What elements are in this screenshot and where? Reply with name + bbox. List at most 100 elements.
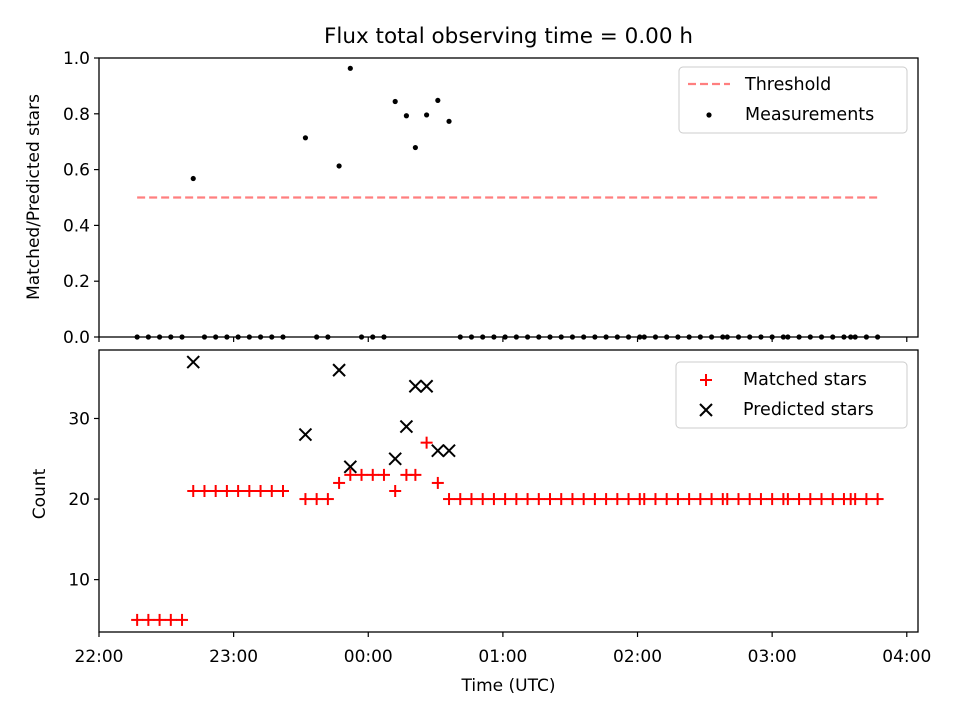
bottom-y-tick: 20 (68, 490, 99, 510)
matched-star-point (310, 493, 323, 506)
matched-star-point (732, 493, 745, 506)
matched-star-point (705, 493, 718, 506)
matched-star-point (793, 493, 806, 506)
matched-star-point (754, 493, 767, 506)
matched-star-point (465, 493, 478, 506)
bottom-y-tick-label: 20 (68, 490, 90, 510)
predicted-star-point (343, 460, 358, 474)
matched-star-point (131, 613, 144, 626)
matched-star-point (321, 493, 334, 506)
bottom-y-axis-label: Count (30, 468, 50, 519)
x-tick: 23:00 (209, 632, 258, 667)
matched-star-point (871, 493, 884, 506)
matched-star-point (164, 613, 177, 626)
bottom-y-tick: 10 (68, 571, 99, 591)
x-tick-label: 02:00 (613, 647, 662, 667)
predicted-star-point (408, 379, 423, 393)
legend-measurements-swatch (706, 112, 712, 118)
measurement-point (302, 135, 309, 141)
matched-star-point (694, 493, 707, 506)
matched-star-point (588, 493, 601, 506)
matched-star-point (487, 493, 500, 506)
top-y-tick: 0.6 (63, 161, 99, 181)
matched-star-point (555, 493, 568, 506)
matched-star-point (804, 493, 817, 506)
matched-star-point (815, 493, 828, 506)
predicted-star-point (442, 444, 456, 458)
x-tick: 04:00 (882, 632, 931, 667)
matched-star-point (333, 476, 346, 489)
legend-predicted-label: Predicted stars (743, 400, 874, 420)
x-tick-label: 03:00 (748, 647, 797, 667)
matched-star-point (243, 485, 256, 497)
top-y-tick-label: 0.4 (63, 216, 90, 236)
matched-star-point (389, 485, 402, 497)
matched-star-point (420, 436, 433, 449)
top-x-axis (98, 337, 908, 342)
predicted-star-point (332, 363, 346, 377)
measurement-point (446, 118, 452, 124)
top-y-tick-label: 1.0 (63, 49, 90, 69)
bottom-axes-frame (98, 349, 919, 633)
legend-predicted-swatch (699, 403, 713, 417)
top-legend-box (678, 66, 908, 134)
top-y-tick: 1.0 (63, 49, 99, 69)
bottom-y-tick-label: 30 (68, 409, 90, 429)
predicted-star-point (298, 427, 313, 442)
matched-star-point (721, 493, 734, 506)
matched-star-point (265, 485, 278, 497)
bottom-y-axis: 10 20 30 (68, 409, 99, 591)
top-y-tick-label: 0.2 (63, 272, 90, 292)
bottom-y-tick: 30 (68, 409, 99, 429)
matched-star-point (153, 613, 166, 626)
measurement-point (403, 113, 410, 119)
measurement-point (190, 175, 196, 182)
matched-star-point (209, 485, 222, 497)
predicted-star-point (419, 379, 434, 393)
matched-star-point (443, 493, 456, 506)
matched-star-point (577, 493, 590, 506)
matched-star-point (344, 468, 357, 481)
bottom-x-axis: 22:00 23:00 00:00 01:00 02:00 03:00 04:00 (75, 632, 931, 667)
matched-star-point (826, 493, 839, 506)
matched-star-point (176, 613, 189, 626)
top-y-tick: 0.0 (63, 328, 99, 348)
legend-matched-swatch (700, 374, 712, 386)
matched-star-point (638, 493, 651, 506)
x-tick-label: 23:00 (209, 647, 258, 667)
matched-star-point (766, 493, 779, 506)
matched-star-point (454, 493, 467, 506)
x-axis-label: Time (UTC) (461, 676, 556, 696)
top-y-axis: 0.0 0.2 0.4 0.6 0.8 1.0 (63, 49, 99, 348)
legend-threshold-label: Threshold (744, 75, 831, 95)
matched-star-point (299, 493, 312, 506)
matched-star-point (409, 468, 422, 481)
measurement-point (336, 163, 342, 169)
matched-star-point (499, 493, 512, 506)
matched-star-point (377, 468, 390, 481)
measurement-point (412, 144, 418, 151)
bottom-y-tick-label: 10 (68, 571, 90, 591)
top-y-tick: 0.2 (63, 272, 99, 292)
matched-star-point (781, 493, 794, 506)
matched-star-point (849, 493, 862, 506)
matched-star-point (198, 485, 211, 497)
top-axes-frame (98, 57, 919, 338)
legend-measurements-label: Measurements (745, 105, 874, 125)
top-y-axis-label: Matched/Predicted stars (24, 94, 44, 300)
matched-star-point (276, 485, 289, 497)
chart-title: Flux total observing time = 0.00 h (324, 24, 693, 49)
matched-star-point (622, 493, 635, 506)
x-tick-label: 00:00 (344, 647, 393, 667)
matched-star-point (649, 493, 662, 506)
count-panel: Count 10 20 30 22:00 23:00 00:00 01:00 02:00 03… (30, 349, 931, 696)
matched-star-point (611, 493, 624, 506)
predicted-star-point (388, 452, 402, 466)
matched-star-point (355, 468, 368, 481)
matched-star-point (671, 493, 684, 506)
top-y-tick: 0.8 (63, 105, 99, 125)
x-tick: 22:00 (75, 632, 124, 667)
bottom-legend: Matched stars Predicted stars (675, 361, 908, 429)
legend-matched-label: Matched stars (743, 370, 867, 390)
x-tick-label: 01:00 (478, 647, 527, 667)
